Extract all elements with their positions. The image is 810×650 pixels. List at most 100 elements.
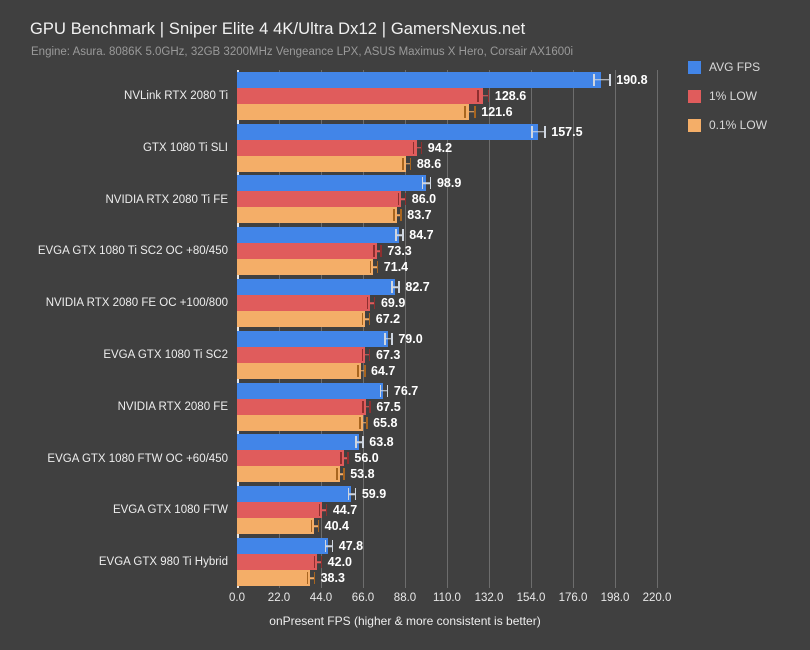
error-bar-cap bbox=[386, 384, 389, 397]
bar[interactable] bbox=[237, 450, 344, 467]
bar[interactable] bbox=[237, 87, 483, 104]
bar-value-label: 157.5 bbox=[551, 124, 583, 139]
bar-value-label: 56.0 bbox=[354, 451, 379, 466]
bar-row[interactable]: 157.5 bbox=[237, 123, 657, 140]
bar-row[interactable]: 64.7 bbox=[237, 362, 657, 379]
bar[interactable] bbox=[237, 538, 329, 555]
bar-row[interactable]: 67.5 bbox=[237, 398, 657, 415]
bar-row[interactable]: 79.0 bbox=[237, 330, 657, 347]
error-bar-cap bbox=[366, 416, 368, 429]
error-bar-cap bbox=[404, 193, 407, 206]
bar[interactable] bbox=[237, 570, 311, 587]
bar-row[interactable]: 69.9 bbox=[237, 295, 657, 312]
bar-value-label: 73.3 bbox=[387, 244, 412, 259]
bar[interactable] bbox=[237, 398, 366, 415]
bar-row[interactable]: 53.8 bbox=[237, 466, 657, 483]
gridline bbox=[321, 70, 322, 588]
bar[interactable] bbox=[237, 502, 323, 519]
error-bar-cap bbox=[593, 73, 595, 86]
bar-row[interactable]: 42.0 bbox=[237, 554, 657, 571]
bar[interactable] bbox=[237, 330, 388, 347]
bar-row[interactable]: 67.2 bbox=[237, 311, 657, 328]
error-bar-cap bbox=[343, 468, 345, 481]
bar[interactable] bbox=[237, 175, 426, 192]
bar[interactable] bbox=[237, 191, 402, 208]
bar[interactable] bbox=[237, 227, 399, 244]
error-bar-cap bbox=[331, 540, 334, 553]
bar[interactable] bbox=[237, 466, 340, 483]
bar-value-label: 98.9 bbox=[436, 176, 462, 191]
bar-row[interactable]: 73.3 bbox=[237, 243, 657, 260]
bar[interactable] bbox=[237, 346, 366, 363]
bar[interactable] bbox=[237, 207, 397, 224]
error-bar-cap bbox=[477, 89, 479, 102]
bar-row[interactable]: 47.8 bbox=[237, 538, 657, 555]
bar-value-label: 67.3 bbox=[375, 347, 401, 362]
x-tick-label: 0.0 bbox=[229, 592, 245, 604]
bar[interactable] bbox=[237, 554, 318, 571]
error-bar bbox=[340, 457, 348, 460]
error-bar-cap bbox=[320, 556, 323, 569]
bar-row[interactable]: 65.8 bbox=[237, 414, 657, 431]
bar[interactable] bbox=[237, 123, 538, 140]
bar-row[interactable]: 190.8 bbox=[237, 71, 657, 88]
bar[interactable] bbox=[237, 486, 352, 503]
bar[interactable] bbox=[237, 103, 470, 120]
bar[interactable] bbox=[237, 259, 374, 276]
x-tick-label: 44.0 bbox=[309, 592, 333, 604]
bar[interactable] bbox=[237, 295, 371, 312]
bar[interactable] bbox=[237, 414, 363, 431]
bar[interactable] bbox=[237, 434, 359, 451]
bar-row[interactable]: 86.0 bbox=[237, 191, 657, 208]
bar-row[interactable]: 67.3 bbox=[237, 346, 657, 363]
error-bar-cap bbox=[313, 572, 316, 585]
gridline bbox=[363, 70, 364, 588]
bar-value-label: 65.8 bbox=[373, 415, 398, 430]
bar-row[interactable]: 88.6 bbox=[237, 155, 657, 172]
bar-row[interactable]: 40.4 bbox=[237, 518, 657, 535]
bar-row[interactable]: 63.8 bbox=[237, 434, 657, 451]
legend-item[interactable]: AVG FPS bbox=[688, 60, 767, 74]
bar-row[interactable]: 83.7 bbox=[237, 207, 657, 224]
bar[interactable] bbox=[237, 518, 315, 535]
bar[interactable] bbox=[237, 155, 407, 172]
error-bar-cap bbox=[429, 177, 432, 190]
legend-item-label: AVG FPS bbox=[709, 60, 761, 74]
bar-row[interactable]: 76.7 bbox=[237, 382, 657, 399]
bar[interactable] bbox=[237, 71, 602, 88]
bar-row[interactable]: 98.9 bbox=[237, 175, 657, 192]
error-bar-cap bbox=[474, 105, 476, 118]
bar-row[interactable]: 56.0 bbox=[237, 450, 657, 467]
error-bar-cap bbox=[544, 125, 546, 138]
error-bar bbox=[359, 421, 367, 424]
bar[interactable] bbox=[237, 243, 377, 260]
error-bar-cap bbox=[317, 520, 320, 533]
x-tick-label: 154.0 bbox=[516, 592, 546, 604]
legend-swatch-icon bbox=[688, 118, 701, 132]
bar-row[interactable]: 44.7 bbox=[237, 502, 657, 519]
bar[interactable] bbox=[237, 139, 417, 156]
bar[interactable] bbox=[237, 362, 361, 379]
error-bar-cap bbox=[402, 157, 404, 170]
error-bar bbox=[373, 250, 381, 253]
legend-item[interactable]: 0.1% LOW bbox=[688, 118, 767, 132]
bar-row[interactable]: 128.6 bbox=[237, 87, 657, 104]
bar-group: 79.0 67.3 64.7 bbox=[237, 329, 657, 381]
bar[interactable] bbox=[237, 311, 366, 328]
bar-row[interactable]: 59.9 bbox=[237, 486, 657, 503]
bar-value-label: 86.0 bbox=[411, 192, 437, 207]
legend-item[interactable]: 1% LOW bbox=[688, 89, 767, 103]
bar-row[interactable]: 84.7 bbox=[237, 227, 657, 244]
bar-row[interactable]: 71.4 bbox=[237, 259, 657, 276]
bar[interactable] bbox=[237, 279, 395, 296]
bar-row[interactable]: 82.7 bbox=[237, 279, 657, 296]
bar-row[interactable]: 38.3 bbox=[237, 570, 657, 587]
error-bar-cap bbox=[347, 452, 349, 465]
bar-row[interactable]: 94.2 bbox=[237, 139, 657, 156]
bar-value-label: 121.6 bbox=[481, 104, 513, 119]
bar[interactable] bbox=[237, 382, 384, 399]
x-tick-label: 132.0 bbox=[474, 592, 504, 604]
error-bar-cap bbox=[359, 416, 361, 429]
bar-row[interactable]: 121.6 bbox=[237, 103, 657, 120]
error-bar-cap bbox=[369, 400, 371, 413]
